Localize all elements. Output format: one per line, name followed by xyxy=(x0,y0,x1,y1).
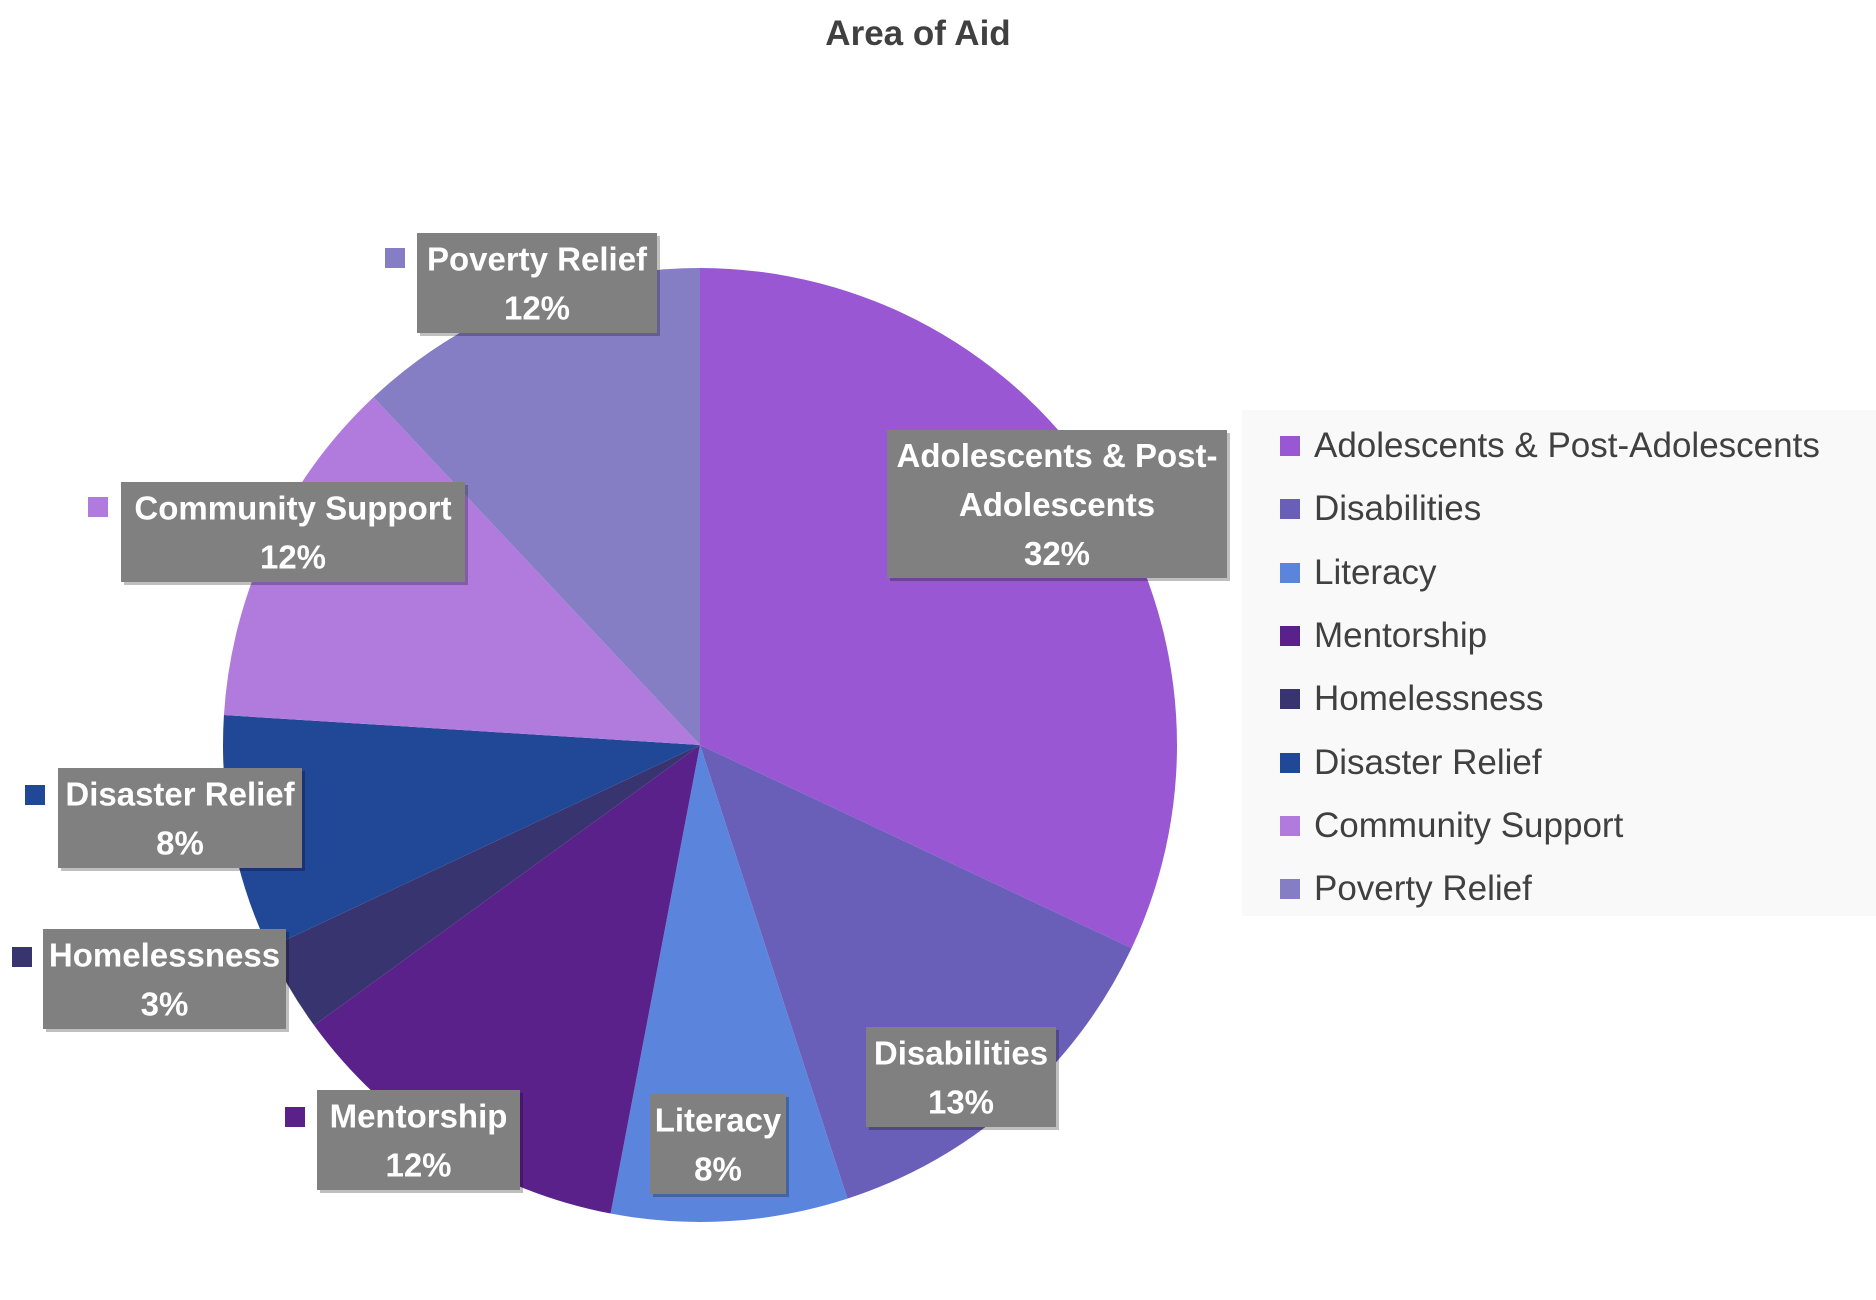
data-label-percent: 8% xyxy=(156,825,204,862)
legend-label: Disabilities xyxy=(1314,489,1482,529)
legend-swatch xyxy=(1280,436,1300,456)
data-label-name: Poverty Relief xyxy=(427,241,648,278)
legend-swatch xyxy=(1280,625,1300,646)
legend-item-adolescents-and-post-adolescents: Adolescents & Post-Adolescents xyxy=(1280,421,1820,471)
data-label-name: Adolescents & Post- xyxy=(897,437,1218,474)
data-label-community-support: Community Support 12% xyxy=(88,482,468,585)
data-label-box xyxy=(317,1090,520,1190)
data-label-box xyxy=(43,929,286,1029)
data-label-percent: 3% xyxy=(141,986,189,1023)
data-label-percent: 32% xyxy=(1024,535,1090,572)
data-label-name: Homelessness xyxy=(49,937,280,974)
data-label-box xyxy=(58,768,302,868)
legend-swatch xyxy=(1280,562,1300,583)
data-label-name: Adolescents xyxy=(959,486,1155,523)
data-label-legend-key xyxy=(12,947,32,967)
data-label-mentorship: Mentorship 12% xyxy=(285,1090,523,1193)
data-label-disabilities: Disabilities 13% xyxy=(866,1027,1059,1130)
legend: Adolescents & Post-Adolescents Disabiliti… xyxy=(1242,410,1876,916)
data-label-box xyxy=(417,233,657,333)
data-label-percent: 8% xyxy=(694,1151,742,1188)
legend-label: Adolescents & Post-Adolescents xyxy=(1314,426,1820,465)
legend-label: Mentorship xyxy=(1314,615,1488,655)
data-label-adolescents-and-post-adolescents: Adolescents & Post- Adolescents 32% xyxy=(887,430,1230,581)
legend-swatch xyxy=(1280,879,1300,900)
data-label-percent: 13% xyxy=(928,1084,994,1121)
legend-item-community-support: Community Support xyxy=(1280,801,1623,851)
legend-item-homelessness: Homelessness xyxy=(1280,674,1544,724)
data-label-literacy: Literacy 8% xyxy=(650,1094,789,1197)
legend-item-disaster-relief: Disaster Relief xyxy=(1280,738,1542,788)
data-label-box xyxy=(121,482,465,582)
data-label-legend-key xyxy=(285,1107,305,1127)
legend-item-mentorship: Mentorship xyxy=(1280,611,1487,661)
pie-slice-homelessness xyxy=(268,745,700,1026)
legend-swatch xyxy=(1280,752,1300,773)
pie-slice-disaster-relief xyxy=(222,715,700,949)
data-label-name: Disaster Relief xyxy=(65,776,295,813)
data-label-percent: 12% xyxy=(504,290,570,327)
legend-label: Disaster Relief xyxy=(1314,742,1542,782)
legend-swatch xyxy=(1280,499,1300,520)
legend-label: Homelessness xyxy=(1314,679,1544,719)
legend-item-poverty-relief: Poverty Relief xyxy=(1280,864,1532,914)
legend-swatch xyxy=(1280,689,1300,710)
legend-item-disabilities: Disabilities xyxy=(1280,484,1481,534)
data-label-legend-key xyxy=(88,497,108,517)
legend-label: Poverty Relief xyxy=(1314,869,1532,909)
data-label-box xyxy=(650,1094,786,1194)
data-label-box xyxy=(866,1027,1056,1127)
legend-swatch xyxy=(1280,815,1300,836)
data-label-name: Literacy xyxy=(655,1102,782,1139)
data-label-poverty-relief: Poverty Relief 12% xyxy=(385,233,660,336)
data-label-name: Disabilities xyxy=(874,1035,1048,1072)
data-label-legend-key xyxy=(25,785,45,805)
chart-title: Area of Aid xyxy=(825,14,1011,53)
data-label-percent: 12% xyxy=(385,1147,451,1184)
data-label-box xyxy=(887,430,1227,578)
data-label-name: Community Support xyxy=(134,490,451,527)
pie-slice-poverty-relief xyxy=(373,268,700,745)
data-label-legend-key xyxy=(385,248,405,268)
data-label-homelessness: Homelessness 3% xyxy=(12,929,289,1032)
data-label-disaster-relief: Disaster Relief 8% xyxy=(25,768,305,871)
legend-item-literacy: Literacy xyxy=(1280,548,1437,598)
legend-label: Literacy xyxy=(1314,552,1437,592)
data-label-name: Mentorship xyxy=(330,1098,508,1135)
data-label-percent: 12% xyxy=(260,539,326,576)
legend-label: Community Support xyxy=(1314,805,1624,845)
